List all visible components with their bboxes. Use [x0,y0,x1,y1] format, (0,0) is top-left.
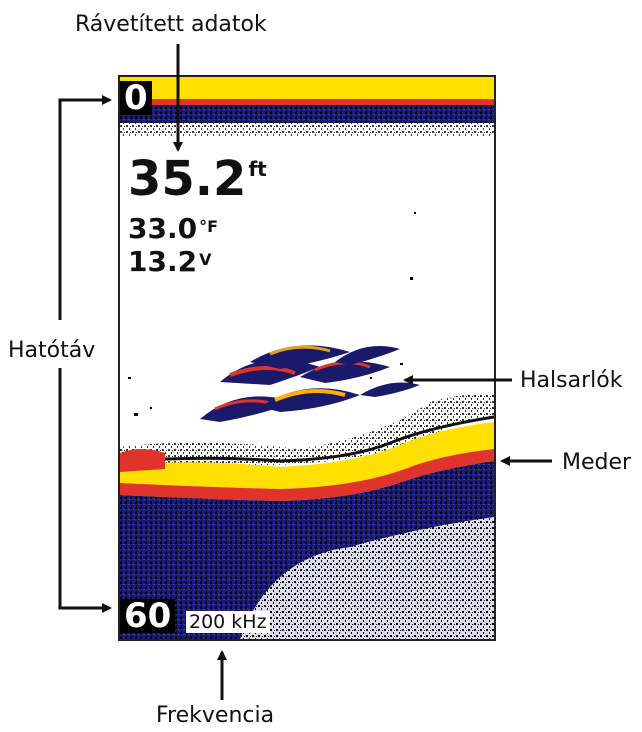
bottom-speckle-lower [240,517,494,639]
fish-arches-label: Halsarlók [520,368,623,393]
range-bracket-top [58,95,112,320]
range-top-value: 0 [120,81,152,115]
projected-data-label: Rávetített adatok [75,12,267,37]
bottom-label: Meder [562,450,632,475]
range-bracket-bottom [58,368,112,613]
depth-unit: ft [248,157,267,181]
bottom-echo-yellow [120,422,494,489]
voltage-readout: 13.2 V [128,248,211,276]
fish-arches [200,345,420,422]
range-bottom-value: 60 [120,599,176,633]
surface-speckle [120,123,494,137]
surface-echo-yellow [120,77,494,99]
bottom-speckle-top [120,394,494,469]
surface-echo-red [120,99,494,105]
temperature-value: 33.0 [128,212,198,245]
bottom-echo-orange [120,449,494,501]
voltage-unit: V [199,250,212,269]
voltage-value: 13.2 [128,245,198,278]
temperature-unit: °F [199,217,219,236]
bottom-line [120,415,494,464]
sonar-display: 0 35.2 ft 33.0 °F 13.2 V 60 200 kHz [118,75,496,641]
frequency-value: 200 kHz [186,611,270,633]
frequency-label: Frekvencia [156,703,275,728]
sonar-echo-image [120,77,494,639]
left-lump [120,449,165,472]
range-label: Hatótáv [8,338,96,363]
surface-echo-blue [120,105,494,123]
depth-readout: 35.2 ft [128,155,267,203]
temperature-readout: 33.0 °F [128,215,218,243]
depth-value: 35.2 [128,151,247,207]
